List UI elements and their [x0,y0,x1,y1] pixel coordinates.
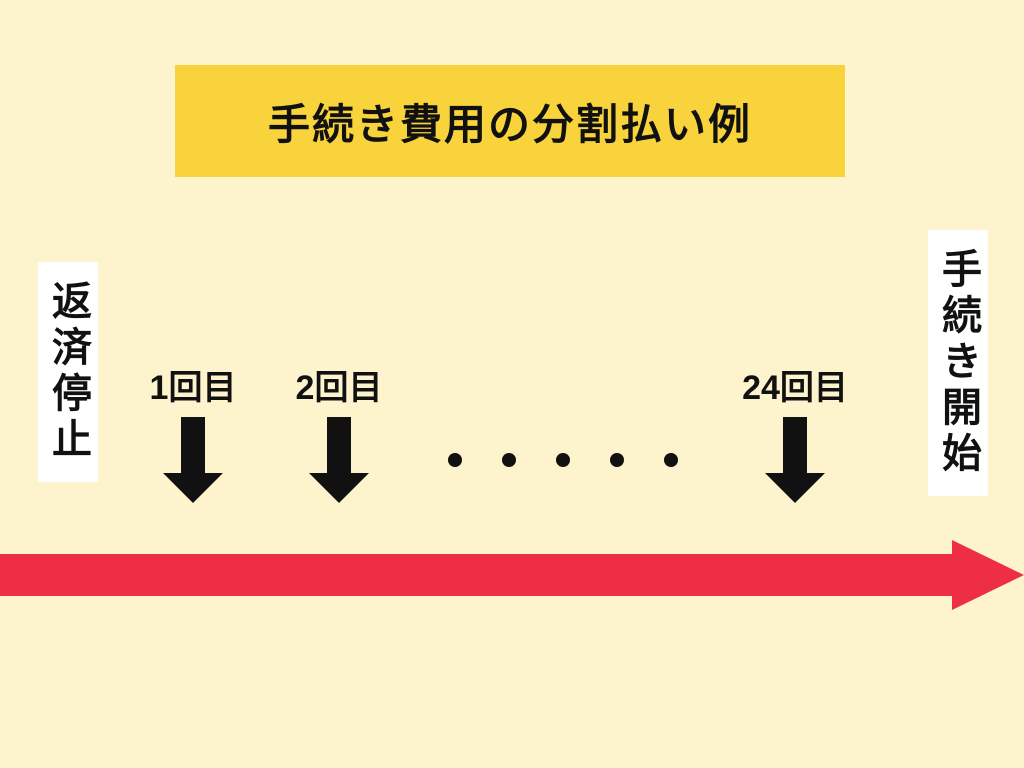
timeline-arrow [0,540,1024,610]
payment-label: 24回目 [742,360,848,409]
left-vertical-label: 返済停止 [38,262,98,482]
left-label-text: 返済停止 [46,280,90,464]
diagram-canvas: 手続き費用の分割払い例 返済停止 手続き開始 1回目 2回目 24回目 [0,0,1024,768]
payment-marker: 2回目 [284,360,394,503]
ellipsis-dot [448,453,462,467]
payment-marker: 1回目 [138,360,248,503]
down-arrow-icon [163,417,223,503]
payment-marker: 24回目 [740,360,850,503]
down-arrow-icon [765,417,825,503]
right-vertical-label: 手続き開始 [928,230,988,496]
down-arrow-icon [309,417,369,503]
right-label-text: 手続き開始 [936,248,980,478]
ellipsis-dot [502,453,516,467]
ellipsis-dot [556,453,570,467]
timeline-arrowhead [952,540,1024,610]
ellipsis-dot [610,453,624,467]
title-box: 手続き費用の分割払い例 [175,65,845,177]
ellipsis-dot [664,453,678,467]
payment-label: 2回目 [296,360,383,409]
timeline-bar [0,554,980,596]
payment-label: 1回目 [150,360,237,409]
ellipsis-dots [448,453,678,467]
title-text: 手続き費用の分割払い例 [268,91,752,152]
